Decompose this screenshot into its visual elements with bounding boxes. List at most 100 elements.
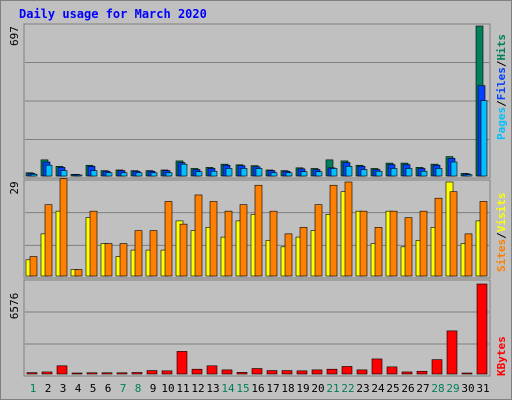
bar-pages <box>255 168 263 177</box>
bar-pages <box>480 100 488 177</box>
bar-sites <box>434 197 443 277</box>
bar-sites <box>404 217 413 277</box>
x-tick-label: 16 <box>251 382 264 395</box>
bar-sites <box>89 210 98 277</box>
bar-sites <box>344 181 353 277</box>
bar-sites <box>254 184 263 277</box>
bar-pages <box>285 172 293 177</box>
bars-kbytes <box>26 283 488 375</box>
bar-pages <box>45 164 53 177</box>
bar-kbytes <box>386 366 398 375</box>
legend-entry-hits: Hits <box>495 34 508 61</box>
x-tick-label: 4 <box>75 382 82 395</box>
bar-sites <box>389 210 398 277</box>
panel-hits-files-pages: 697 Pages/Files/Hits <box>8 23 508 179</box>
x-tick-label: 7 <box>120 382 127 395</box>
legend-text: KBytes <box>495 336 508 376</box>
x-tick-label: 19 <box>296 382 309 395</box>
bar-kbytes <box>56 365 68 375</box>
x-tick-label: 9 <box>150 382 157 395</box>
panel-frame-top <box>23 23 491 179</box>
bar-sites <box>74 269 83 277</box>
bar-kbytes <box>326 368 338 375</box>
bar-kbytes <box>356 369 368 375</box>
bar-sites <box>104 243 113 277</box>
bar-kbytes <box>41 371 53 375</box>
bar-pages <box>60 170 68 177</box>
x-tick-label: 20 <box>311 382 324 395</box>
bar-pages <box>180 163 188 177</box>
bar-sites <box>329 184 338 277</box>
bar-pages <box>345 166 353 177</box>
bar-kbytes <box>371 358 383 375</box>
bar-sites <box>299 227 308 277</box>
bar-pages <box>375 170 383 177</box>
bar-kbytes <box>296 370 308 375</box>
x-tick-label: 8 <box>135 382 142 395</box>
bar-sites <box>29 256 38 277</box>
bar-sites <box>119 243 128 277</box>
bar-kbytes <box>401 371 413 375</box>
bar-sites <box>464 233 473 277</box>
bar-pages <box>360 169 368 177</box>
legend-hits-files-pages: Pages/Files/Hits <box>495 34 508 140</box>
bar-kbytes <box>146 370 158 375</box>
bar-pages <box>210 170 218 177</box>
bar-pages <box>405 168 413 177</box>
bar-pages <box>150 172 158 177</box>
x-tick-label: 21 <box>326 382 339 395</box>
bar-kbytes <box>221 369 233 375</box>
bar-pages <box>315 171 323 177</box>
bar-kbytes <box>176 351 188 375</box>
bar-sites <box>449 191 458 277</box>
x-tick-label: 2 <box>45 382 52 395</box>
x-tick-label: 18 <box>281 382 294 395</box>
bars-visits-sites <box>25 178 488 277</box>
bar-kbytes <box>311 369 323 375</box>
x-tick-label: 24 <box>371 382 385 395</box>
bar-kbytes <box>236 372 248 375</box>
gridlines-bottom <box>25 311 489 345</box>
x-tick-label: 25 <box>386 382 399 395</box>
x-tick-label: 30 <box>461 382 474 395</box>
bar-kbytes <box>431 359 443 375</box>
x-tick-label: 10 <box>161 382 174 395</box>
legend-entry-kbytes: KBytes <box>495 336 508 376</box>
bar-sites <box>209 201 218 277</box>
bar-pages <box>225 168 233 177</box>
bar-pages <box>135 172 143 177</box>
bar-kbytes <box>341 366 353 375</box>
x-tick-label: 26 <box>401 382 414 395</box>
bar-pages <box>240 168 248 177</box>
ymax-label-hits: 697 <box>8 26 21 46</box>
bar-pages <box>390 168 398 177</box>
bar-kbytes <box>416 370 428 375</box>
x-tick-label: 27 <box>416 382 429 395</box>
bar-sites <box>419 210 428 277</box>
bar-pages <box>450 161 458 177</box>
bar-kbytes <box>116 372 128 375</box>
legend-separator: / <box>495 60 508 67</box>
bar-sites <box>314 204 323 277</box>
bar-sites <box>239 204 248 277</box>
x-tick-label: 23 <box>356 382 369 395</box>
bar-kbytes <box>71 372 83 375</box>
bar-pages <box>30 173 38 177</box>
x-tick-label: 11 <box>176 382 189 395</box>
x-tick-label: 5 <box>90 382 97 395</box>
bar-sites <box>284 233 293 277</box>
panel-frame-bottom <box>23 279 491 377</box>
panel-visits-sites: 29 Sites/Visits <box>8 178 508 279</box>
bar-sites <box>269 210 278 277</box>
bar-pages <box>330 168 338 177</box>
chart-title: Daily usage for March 2020 <box>19 7 207 21</box>
x-tick-label: 22 <box>341 382 354 395</box>
bar-kbytes <box>191 368 203 375</box>
bar-pages <box>120 172 128 177</box>
bar-kbytes <box>131 372 143 375</box>
x-tick-label: 3 <box>60 382 67 395</box>
bar-sites <box>44 204 53 277</box>
x-tick-label: 6 <box>105 382 112 395</box>
legend-separator: / <box>495 100 508 107</box>
